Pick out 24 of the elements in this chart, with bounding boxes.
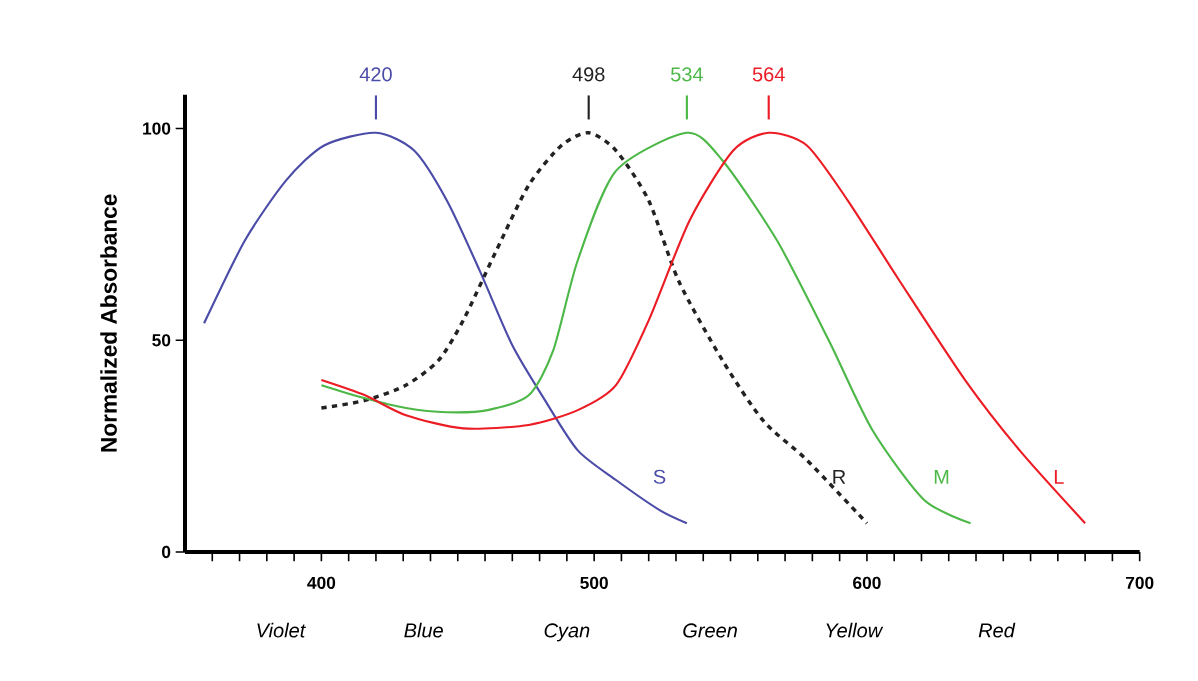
- annotation: 534: [671, 67, 703, 82]
- x-tick-label: 400: [307, 576, 336, 589]
- line-series: [203, 131, 688, 525]
- text: Green: [683, 623, 737, 638]
- x-tick-label: 700: [1125, 576, 1154, 589]
- y-tick-label: 50: [152, 334, 171, 347]
- text: Violet: [257, 622, 306, 638]
- y-axis-title: Normalized Absorbance: [100, 194, 117, 452]
- x-tick-label: 600: [853, 576, 881, 589]
- text: Cyan: [544, 623, 590, 642]
- series-label: M: [934, 470, 949, 484]
- series-label: L: [1054, 470, 1064, 484]
- line-series: [319, 131, 869, 525]
- annotation: 420: [359, 67, 392, 82]
- series-label: R: [833, 470, 846, 484]
- series-label: S: [653, 469, 666, 484]
- y-tick-label: 0: [162, 545, 171, 559]
- text: Blue: [404, 622, 443, 638]
- text: Yellow: [826, 622, 884, 638]
- annotation: 564: [752, 67, 785, 82]
- y-tick-label: 100: [143, 122, 171, 135]
- text: Red: [978, 622, 1016, 638]
- annotation: 498: [572, 67, 605, 82]
- x-tick-label: 500: [580, 576, 608, 589]
